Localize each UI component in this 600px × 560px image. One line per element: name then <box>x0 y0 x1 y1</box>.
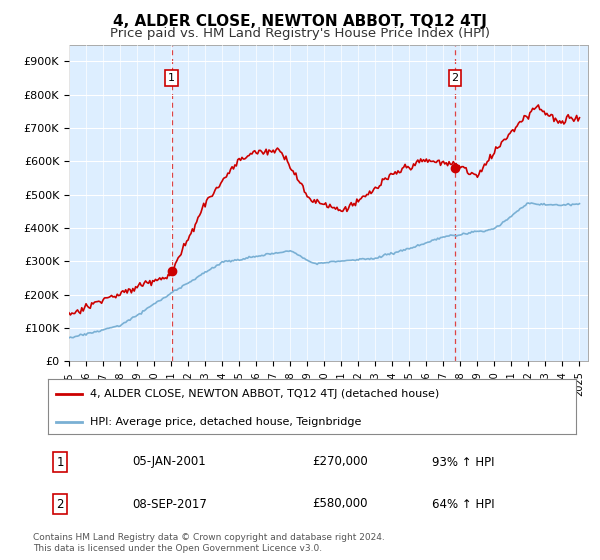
Text: 93% ↑ HPI: 93% ↑ HPI <box>432 455 494 469</box>
Text: 05-JAN-2001: 05-JAN-2001 <box>132 455 206 469</box>
Text: Contains HM Land Registry data © Crown copyright and database right 2024.: Contains HM Land Registry data © Crown c… <box>33 533 385 542</box>
Text: 2: 2 <box>56 497 64 511</box>
Text: £580,000: £580,000 <box>312 497 367 511</box>
Text: 2: 2 <box>452 73 458 83</box>
Text: 1: 1 <box>56 455 64 469</box>
Text: This data is licensed under the Open Government Licence v3.0.: This data is licensed under the Open Gov… <box>33 544 322 553</box>
Text: £270,000: £270,000 <box>312 455 368 469</box>
Text: 1: 1 <box>168 73 175 83</box>
Text: Price paid vs. HM Land Registry's House Price Index (HPI): Price paid vs. HM Land Registry's House … <box>110 27 490 40</box>
Text: 4, ALDER CLOSE, NEWTON ABBOT, TQ12 4TJ: 4, ALDER CLOSE, NEWTON ABBOT, TQ12 4TJ <box>113 14 487 29</box>
Text: 4, ALDER CLOSE, NEWTON ABBOT, TQ12 4TJ (detached house): 4, ALDER CLOSE, NEWTON ABBOT, TQ12 4TJ (… <box>90 390 439 399</box>
Text: 08-SEP-2017: 08-SEP-2017 <box>132 497 207 511</box>
Text: HPI: Average price, detached house, Teignbridge: HPI: Average price, detached house, Teig… <box>90 417 362 427</box>
Text: 64% ↑ HPI: 64% ↑ HPI <box>432 497 494 511</box>
